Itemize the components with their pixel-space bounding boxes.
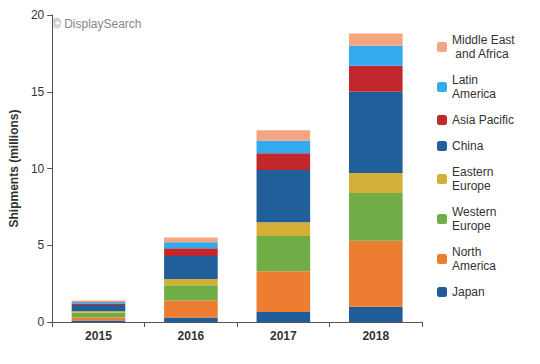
svg-text:Europe: Europe	[452, 219, 491, 233]
svg-text:America: America	[452, 87, 496, 101]
svg-text:China: China	[452, 139, 484, 153]
svg-text:0: 0	[38, 315, 45, 329]
svg-text:2015: 2015	[85, 329, 112, 343]
svg-text:Eastern: Eastern	[452, 165, 497, 179]
svg-text:© DisplaySearch: © DisplaySearch	[52, 17, 142, 31]
svg-text:Latin: Latin	[452, 73, 481, 87]
svg-text:Shipments (millions): Shipments (millions)	[7, 109, 21, 227]
svg-text:5: 5	[38, 238, 45, 252]
svg-text:2018: 2018	[362, 329, 389, 343]
svg-text:2016: 2016	[178, 329, 205, 343]
svg-text:America: America	[452, 259, 496, 273]
svg-text:and Africa: and Africa	[452, 47, 509, 61]
svg-text:Middle East: Middle East	[452, 33, 515, 47]
svg-text:Asia Pacific: Asia Pacific	[452, 113, 514, 127]
svg-text:2017: 2017	[270, 329, 297, 343]
svg-text:North: North	[452, 245, 485, 259]
svg-text:20: 20	[31, 8, 45, 22]
svg-text:10: 10	[31, 162, 45, 176]
svg-text:Europe: Europe	[452, 179, 491, 193]
svg-text:Western: Western	[452, 205, 500, 219]
svg-text:Japan: Japan	[452, 285, 485, 299]
svg-text:15: 15	[31, 85, 45, 99]
